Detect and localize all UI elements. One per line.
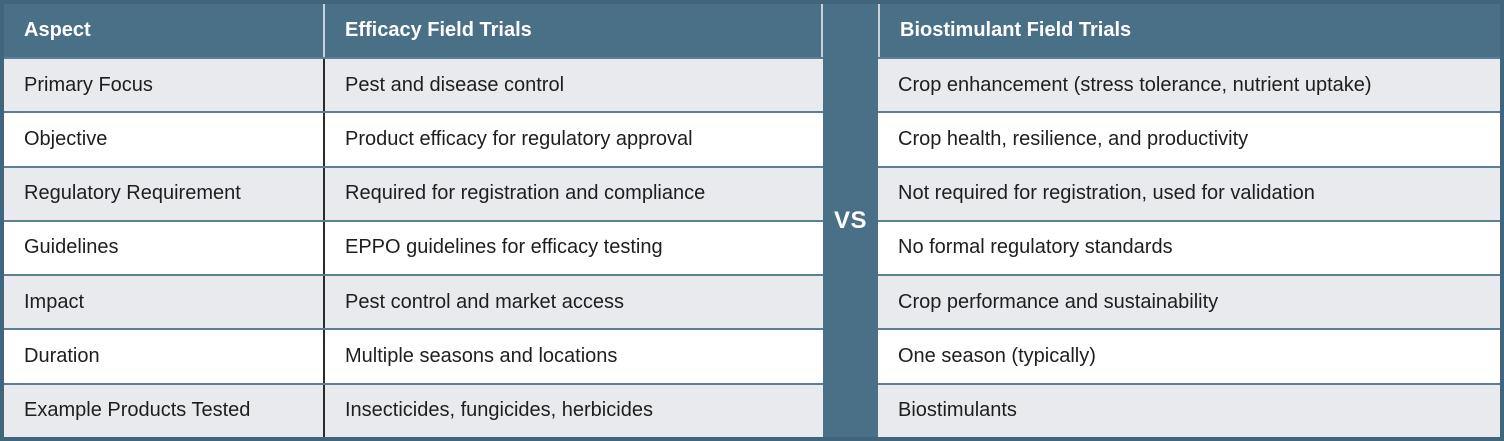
- aspect-cell: Regulatory Requirement: [4, 167, 325, 220]
- vs-divider: VS: [823, 4, 878, 437]
- aspect-cell: Example Products Tested: [4, 384, 325, 437]
- efficacy-column-header: Efficacy Field Trials: [345, 19, 532, 41]
- vs-label: VS: [833, 206, 867, 234]
- efficacy-cell: Insecticides, fungicides, herbicides: [345, 399, 653, 422]
- aspect-cell: Primary Focus: [4, 59, 325, 112]
- table-row: Crop enhancement (stress tolerance, nutr…: [878, 57, 1500, 112]
- aspect-cell: Duration: [4, 330, 325, 383]
- biostimulant-cell: Biostimulants: [898, 399, 1017, 422]
- biostimulant-cell: No formal regulatory standards: [898, 236, 1173, 259]
- table-row: Biostimulants: [878, 382, 1500, 437]
- biostimulant-panel: Biostimulant Field Trials Crop enhanceme…: [878, 4, 1500, 437]
- aspect-cell: Impact: [4, 276, 325, 329]
- table-row: No formal regulatory standards: [878, 219, 1500, 275]
- efficacy-cell: Pest control and market access: [345, 290, 625, 313]
- table-row: Duration Multiple seasons and locations: [4, 328, 823, 383]
- table-row: Example Products Tested Insecticides, fu…: [4, 382, 823, 437]
- efficacy-cell: Multiple seasons and locations: [345, 345, 618, 368]
- table-row: Impact Pest control and market access: [4, 274, 823, 329]
- table-row: Guidelines EPPO guidelines for efficacy …: [4, 219, 823, 275]
- table-row: Primary Focus Pest and disease control: [4, 57, 823, 112]
- table-row: Objective Product efficacy for regulator…: [4, 111, 823, 166]
- efficacy-cell: EPPO guidelines for efficacy testing: [345, 236, 663, 259]
- table-row: Not required for registration, used for …: [878, 165, 1500, 220]
- biostimulant-cell: Not required for registration, used for …: [898, 182, 1315, 205]
- biostimulant-column-header: Biostimulant Field Trials: [900, 19, 1132, 41]
- efficacy-cell: Pest and disease control: [345, 73, 565, 96]
- table-row: One season (typically): [878, 328, 1500, 383]
- efficacy-cell: Product efficacy for regulatory approval: [345, 127, 693, 150]
- biostimulant-cell: One season (typically): [898, 345, 1096, 368]
- biostimulant-cell: Crop health, resilience, and productivit…: [898, 127, 1249, 150]
- table-row: Crop health, resilience, and productivit…: [878, 111, 1500, 166]
- aspect-column-header: Aspect: [4, 4, 325, 57]
- aspect-cell: Guidelines: [4, 221, 325, 275]
- right-header-row: Biostimulant Field Trials: [878, 4, 1500, 57]
- biostimulant-cell: Crop performance and sustainability: [898, 290, 1219, 313]
- biostimulant-cell: Crop enhancement (stress tolerance, nutr…: [898, 73, 1372, 96]
- left-header-row: Aspect Efficacy Field Trials: [4, 4, 823, 57]
- table-row: Crop performance and sustainability: [878, 274, 1500, 329]
- efficacy-cell: Required for registration and compliance: [345, 182, 706, 205]
- table-row: Regulatory Requirement Required for regi…: [4, 165, 823, 220]
- efficacy-panel: Aspect Efficacy Field Trials Primary Foc…: [4, 4, 823, 437]
- aspect-cell: Objective: [4, 113, 325, 166]
